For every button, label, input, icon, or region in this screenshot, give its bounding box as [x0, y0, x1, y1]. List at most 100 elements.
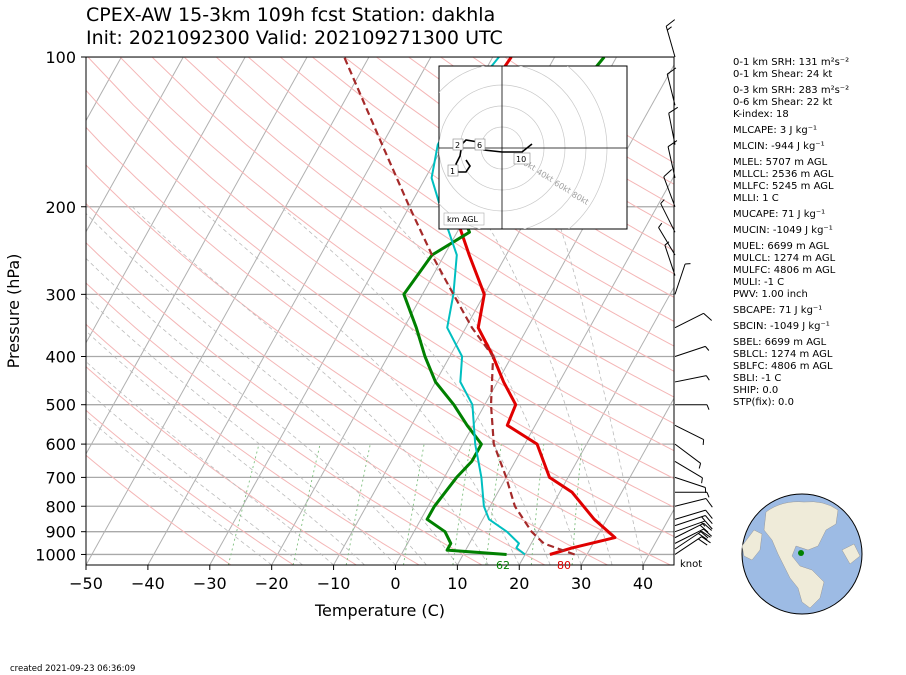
wind-barb [674, 528, 713, 544]
surface-temperature-label: 80 [557, 559, 571, 572]
land-africa-europe [763, 501, 839, 609]
mixing-ratio-line [227, 443, 260, 565]
index-line: SBLFC: 4806 m AGL [733, 361, 833, 372]
barb-half [706, 404, 710, 410]
dry-adiabat [279, 57, 674, 322]
barb-staff [668, 113, 676, 145]
wind-barb [667, 140, 678, 179]
index-line: PWV: 1.00 inch [733, 289, 808, 300]
wind-barb [674, 530, 711, 550]
x-tick-label: −30 [193, 574, 227, 593]
moist-adiabat [86, 257, 427, 565]
barb-staff [665, 26, 676, 58]
barb-flag [705, 498, 713, 508]
mixing-ratio-line [345, 444, 371, 565]
isotherm-line [147, 57, 432, 565]
axes: −50 −40 −30 −20 −10 0 10 20 30 40 100 200 300 400 500 6… [35, 48, 653, 593]
x-tick-label: 0 [390, 574, 400, 593]
wind-barb [674, 312, 713, 329]
barb-half [658, 222, 663, 228]
hodo-unit-box [443, 212, 485, 226]
isotherm-line [580, 397, 674, 565]
barb-flag [699, 524, 709, 533]
y-tick-label: 800 [45, 497, 76, 516]
barb-staff [674, 528, 704, 544]
barb-staff [674, 263, 686, 295]
index-line: SBLI: -1 C [733, 373, 782, 384]
hodograph-frame [438, 65, 628, 230]
index-line: MLCIN: -944 J kg⁻¹ [733, 141, 825, 152]
barb-staff [674, 345, 706, 357]
y-tick-label: 300 [45, 285, 76, 304]
mixing-ratio-line [485, 444, 502, 565]
barb-half [706, 492, 710, 498]
dry-adiabat [344, 57, 674, 275]
wind-barb [674, 520, 713, 533]
index-line: MLLFC: 5245 m AGL [733, 181, 834, 192]
barb-flag [705, 509, 713, 519]
mixing-ratio-line [530, 444, 545, 565]
background-lines [86, 57, 674, 565]
moist-adiabat [280, 206, 551, 565]
moist-adiabat [132, 206, 489, 565]
wind-barb [674, 460, 703, 484]
wind-barb [664, 241, 676, 276]
barb-flag [698, 538, 708, 546]
moist-adiabat [86, 212, 458, 565]
y-axis-label: Pressure (hPa) [4, 254, 23, 369]
index-line: MLEL: 5707 m AGL [733, 157, 828, 168]
barb-flag [704, 520, 713, 530]
wind-barb [663, 169, 676, 207]
x-tick-label: 40 [633, 574, 653, 593]
barb-flag [663, 169, 673, 178]
moist-adiabat [86, 415, 272, 565]
y-tick-label: 700 [45, 468, 76, 487]
index-line: MLCAPE: 3 J kg⁻¹ [733, 125, 818, 136]
barb-half [702, 439, 705, 446]
dry-adiabat [87, 57, 674, 480]
dry-adiabat [86, 202, 608, 565]
index-line: SBLCL: 1274 m AGL [733, 349, 833, 360]
hodograph-inset: 20kt40kt60kt80kt12610km AGL [438, 65, 628, 230]
x-tick-label: −20 [255, 574, 289, 593]
hodo-height-label: 2 [455, 141, 460, 150]
wind-barb [658, 222, 676, 256]
index-line: 0-1 km SRH: 131 m²s⁻² [733, 57, 850, 68]
surface-dewpoint-label: 62 [496, 559, 510, 572]
barb-staff [674, 375, 707, 383]
barb-flag [665, 19, 676, 27]
dry-adiabat [86, 454, 232, 565]
index-line: MLLCL: 2536 m AGL [733, 169, 834, 180]
wind-barb [674, 536, 711, 555]
index-line: SBEL: 6699 m AGL [733, 337, 827, 348]
created-timestamp: created 2021-09-23 06:36:09 [10, 664, 136, 674]
barb-staff [674, 476, 706, 488]
index-line: K-index: 18 [733, 109, 789, 120]
y-tick-label: 500 [45, 396, 76, 415]
barb-flag [667, 140, 678, 148]
barb-flag [698, 533, 708, 540]
barb-staff [674, 424, 704, 441]
y-tick-label: 1000 [35, 545, 76, 564]
barb-staff [674, 530, 702, 550]
hodo-height-box [447, 164, 459, 177]
y-tick-label: 100 [45, 48, 76, 67]
moist-adiabat [475, 206, 613, 565]
moist-adiabat [86, 296, 396, 565]
wind-barb [674, 498, 713, 508]
hodo-unit-label: km AGL [447, 215, 479, 224]
wind-barb [674, 476, 707, 493]
x-tick-label: −50 [69, 574, 103, 593]
hodo-height-label: 1 [450, 167, 455, 176]
dry-adiabat [311, 57, 674, 298]
hodo-height-box [474, 138, 486, 151]
barb-staff [674, 443, 701, 464]
stability-indices-panel: 0-1 km SRH: 131 m²s⁻² 0-1 km Shear: 24 kt… [733, 57, 903, 409]
barb-flag [701, 530, 711, 538]
hodo-height-label: 10 [516, 155, 526, 164]
dry-adiabat [86, 126, 674, 538]
index-line: MULI: -1 C [733, 277, 785, 288]
barb-staff [674, 536, 702, 555]
x-tick-label: 30 [571, 574, 591, 593]
